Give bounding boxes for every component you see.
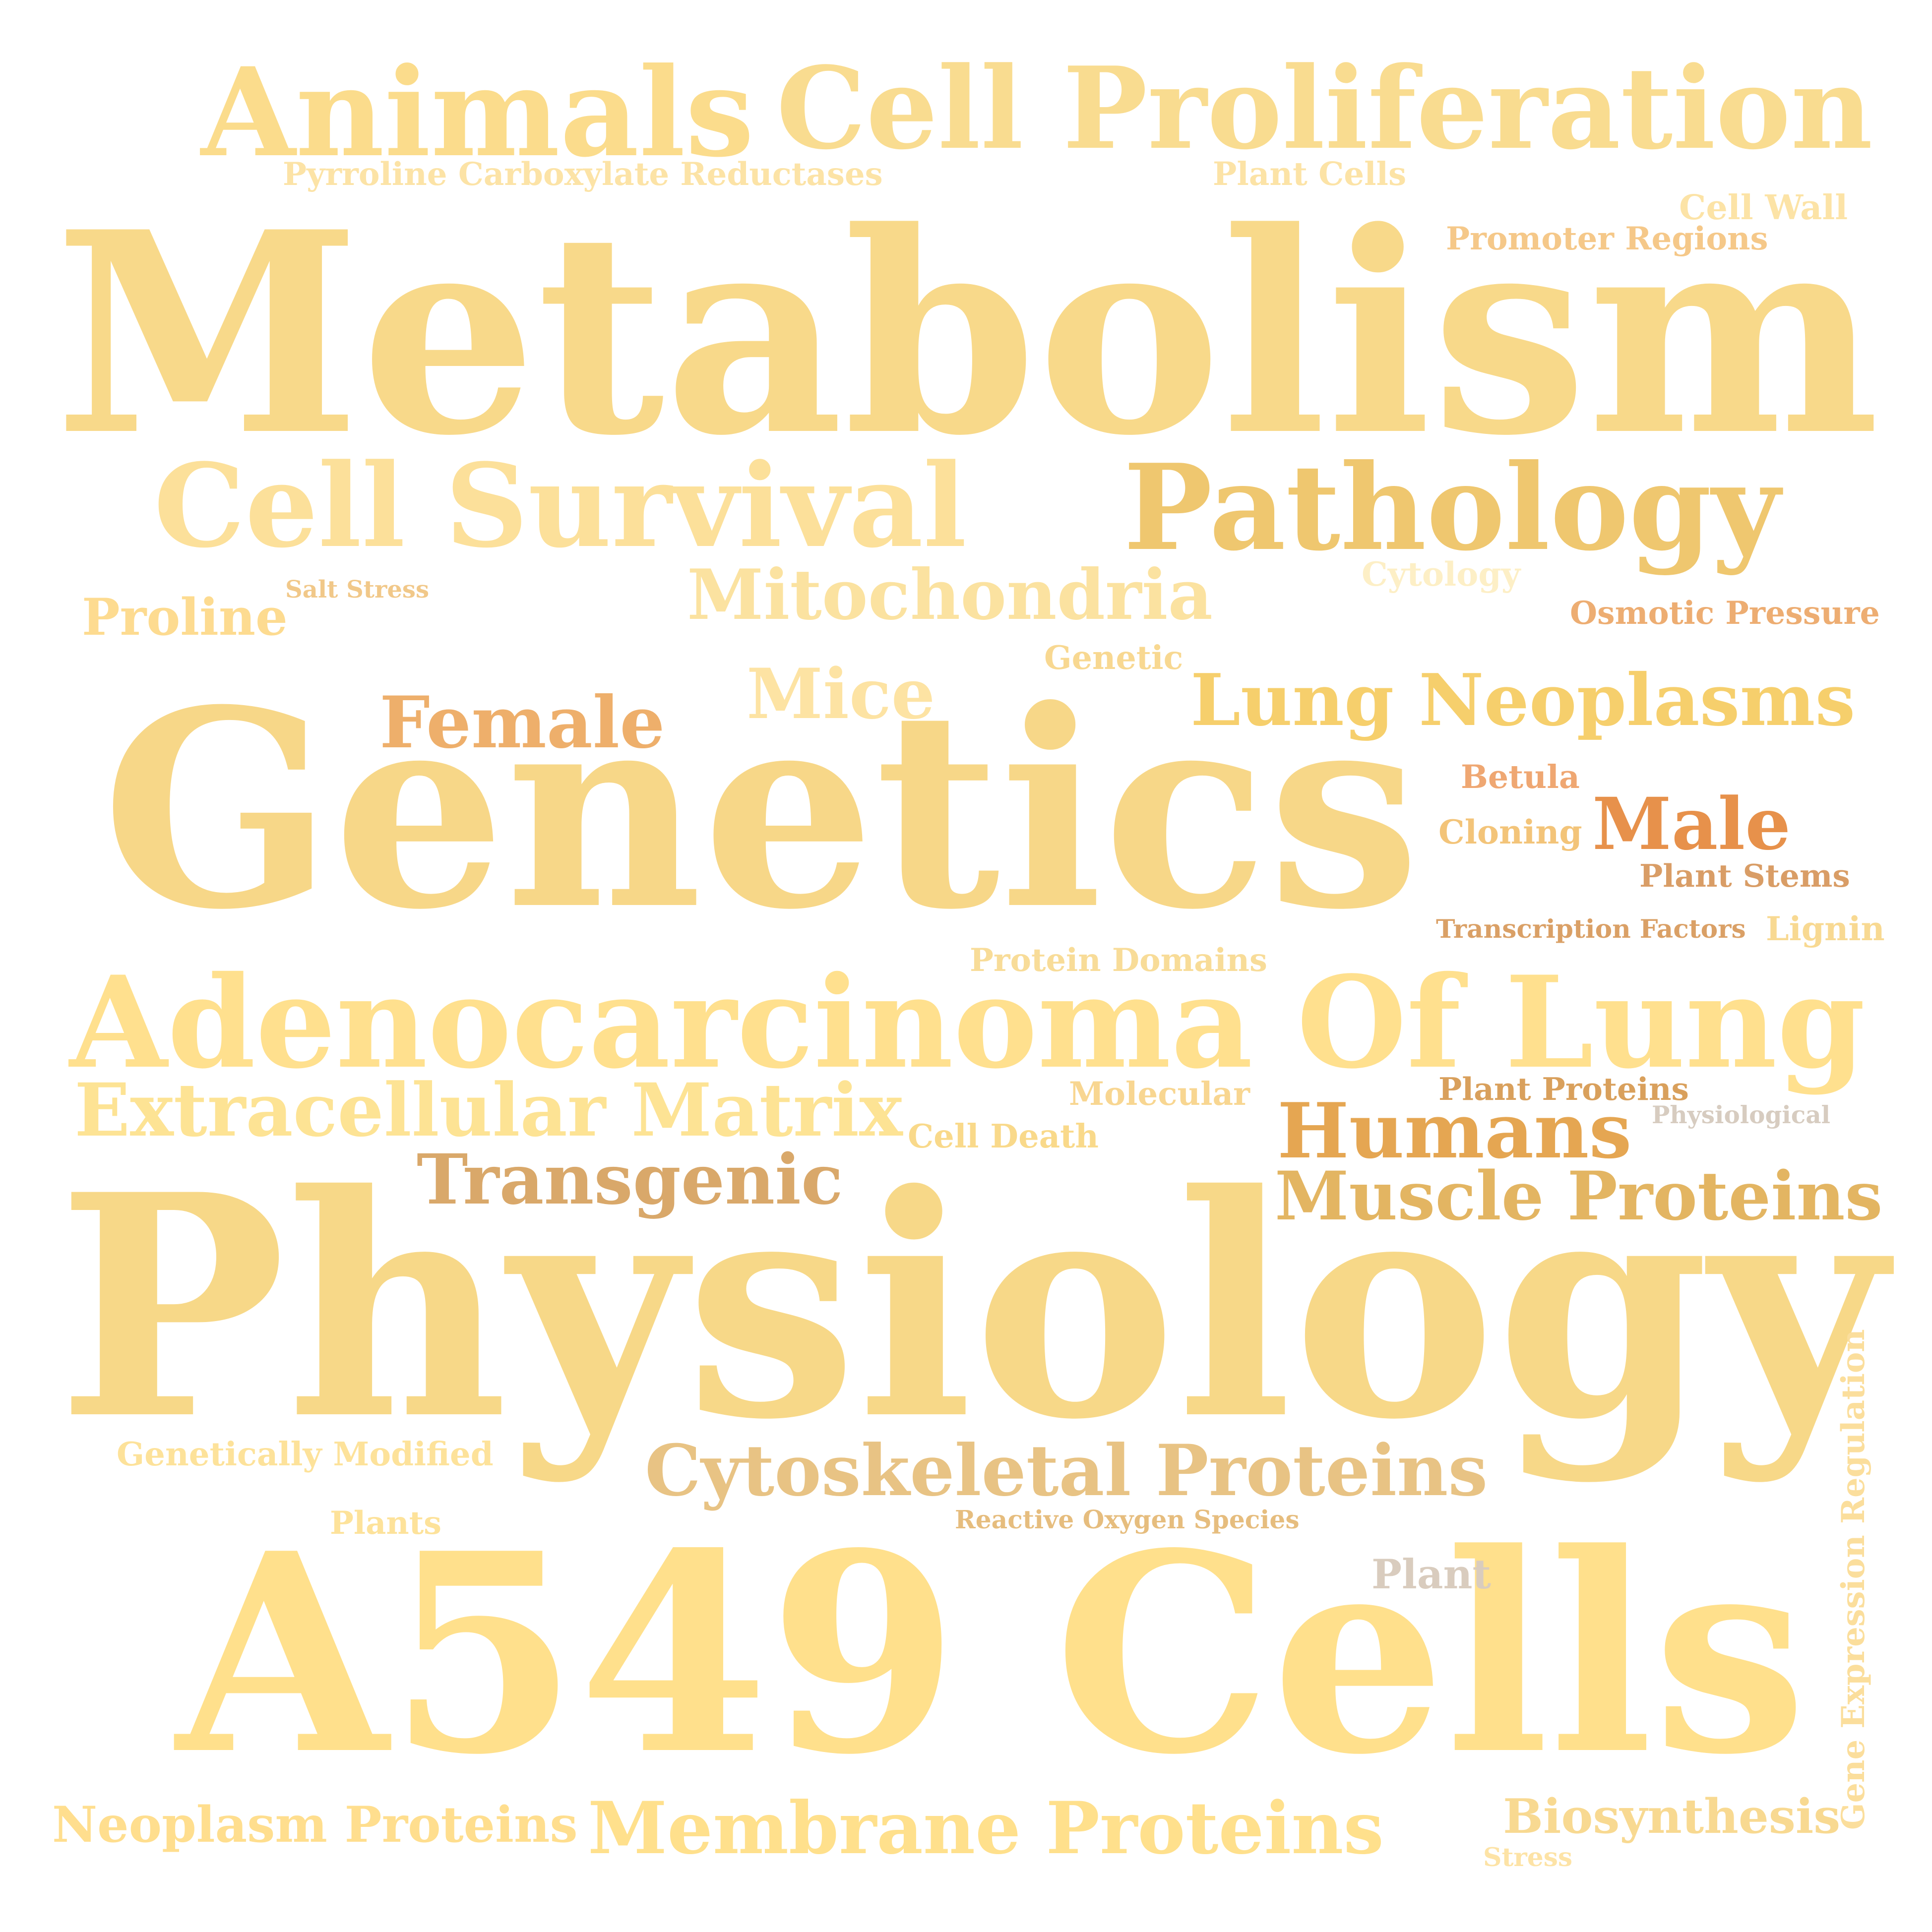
word-salt-stress: Salt Stress	[285, 576, 430, 604]
word-male: Male	[1592, 782, 1791, 866]
word-lignin: Lignin	[1766, 909, 1885, 948]
word-transgenic: Transgenic	[417, 1139, 843, 1220]
word-plant-cells: Plant Cells	[1213, 156, 1407, 193]
word-genetic: Genetic	[1044, 639, 1184, 677]
word-cloning: Cloning	[1438, 813, 1582, 851]
word-betula: Betula	[1461, 758, 1580, 796]
word-plant: Plant	[1371, 1551, 1492, 1598]
word-cytoskeletal-proteins: Cytoskeletal Proteins	[645, 1430, 1488, 1512]
word-plant-proteins: Plant Proteins	[1438, 1071, 1689, 1107]
word-cell-survival: Cell Survival	[154, 438, 967, 573]
word-humans: Humans	[1277, 1087, 1632, 1176]
word-osmotic-pressure: Osmotic Pressure	[1570, 595, 1880, 631]
word-plants: Plants	[330, 1505, 442, 1542]
word-adenocarcinoma-of-lung: Adenocarcinoma Of Lung	[69, 948, 1866, 1096]
word-cytology: Cytology	[1362, 555, 1521, 594]
word-mice: Mice	[747, 653, 935, 734]
word-muscle-proteins: Muscle Proteins	[1275, 1156, 1883, 1235]
word-animals: Animals	[201, 41, 754, 184]
word-mitochondria: Mitochondria	[687, 554, 1213, 635]
word-pyrroline-carboxylate-reductases: Pyrroline Carboxylate Reductases	[283, 156, 883, 193]
word-cell-death: Cell Death	[908, 1118, 1099, 1155]
word-proline: Proline	[82, 588, 288, 647]
word-biosynthesis: Biosynthesis	[1503, 1788, 1841, 1844]
word-metabolism: Metabolism	[55, 172, 1880, 496]
word-stress: Stress	[1483, 1842, 1573, 1872]
word-a549-cells: A549 Cells	[176, 1494, 1807, 1814]
word-gene-expression-regulation: Gene Expression Regulation	[1835, 1329, 1872, 1830]
word-physiological: Physiological	[1652, 1101, 1831, 1129]
word-cell-proliferation: Cell Proliferation	[776, 42, 1873, 175]
word-pathology: Pathology	[1123, 438, 1781, 577]
word-plant-stems: Plant Stems	[1639, 857, 1850, 894]
word-neoplasm-proteins: Neoplasm Proteins	[52, 1795, 578, 1854]
word-cell-wall: Cell Wall	[1679, 188, 1848, 228]
word-female: Female	[379, 680, 665, 764]
word-physiology: Physiology	[57, 1129, 1887, 1487]
word-extracellular-matrix: Extracellular Matrix	[74, 1067, 903, 1153]
word-membrane-proteins: Membrane Proteins	[588, 1786, 1384, 1871]
word-transcription-factors: Transcription Factors	[1436, 914, 1746, 944]
word-genetics: Genetics	[102, 651, 1421, 969]
word-reactive-oxygen-species: Reactive Oxygen Species	[955, 1505, 1300, 1534]
word-genetically-modified: Genetically Modified	[117, 1435, 494, 1473]
word-promoter-regions: Promoter Regions	[1446, 220, 1768, 257]
word-protein-domains: Protein Domains	[970, 942, 1267, 979]
word-molecular: Molecular	[1069, 1076, 1250, 1113]
word-lung-neoplasms: Lung Neoplasms	[1190, 658, 1856, 742]
